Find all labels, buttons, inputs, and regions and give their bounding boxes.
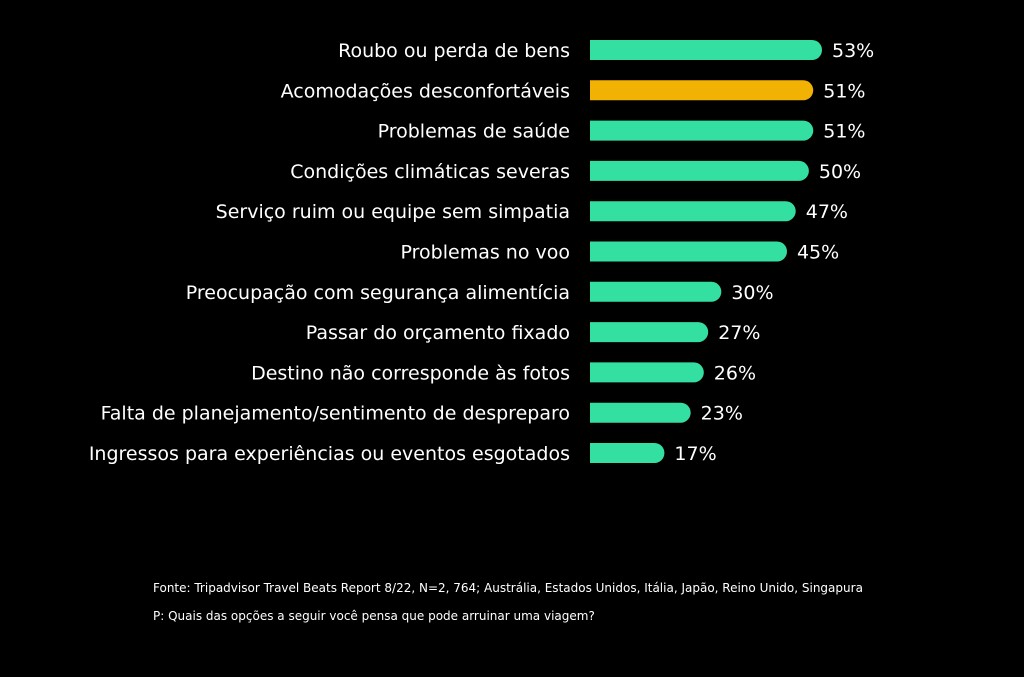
bar bbox=[590, 322, 709, 343]
category-label: Roubo ou perda de bens bbox=[338, 40, 570, 62]
category-label: Acomodações desconfortáveis bbox=[281, 80, 570, 102]
value-label: 45% bbox=[797, 242, 839, 264]
value-label: 47% bbox=[806, 201, 848, 223]
value-label: 23% bbox=[701, 403, 743, 425]
bar bbox=[590, 201, 796, 222]
category-label: Condições climáticas severas bbox=[290, 161, 570, 183]
source-note: Fonte: Tripadvisor Travel Beats Report 8… bbox=[153, 581, 863, 595]
value-label: 51% bbox=[823, 80, 865, 102]
value-label: 53% bbox=[832, 40, 874, 62]
category-label: Problemas de saúde bbox=[378, 121, 570, 143]
bar bbox=[590, 443, 665, 463]
bar-chart: Roubo ou perda de bens 53% Acomodações des… bbox=[89, 40, 874, 465]
value-label: 50% bbox=[819, 161, 861, 183]
category-label: Ingressos para experiências ou eventos e… bbox=[89, 443, 570, 465]
bar bbox=[590, 402, 691, 423]
bar bbox=[590, 120, 814, 141]
value-label: 27% bbox=[718, 322, 760, 344]
category-label: Preocupação com segurança alimentícia bbox=[186, 282, 570, 304]
category-label: Serviço ruim ou equipe sem simpatia bbox=[216, 201, 570, 223]
category-label: Passar do orçamento fixado bbox=[306, 322, 570, 344]
bar bbox=[590, 80, 814, 101]
value-label: 17% bbox=[674, 443, 716, 465]
value-label: 30% bbox=[731, 282, 773, 304]
category-label: Falta de planejamento/sentimento de desp… bbox=[101, 403, 570, 425]
bar bbox=[590, 362, 704, 383]
category-label: Destino não corresponde às fotos bbox=[251, 362, 570, 384]
bar bbox=[590, 281, 722, 302]
question-note: P: Quais das opções a seguir você pensa … bbox=[153, 609, 595, 623]
bar bbox=[590, 160, 809, 181]
bar bbox=[590, 40, 822, 60]
bar bbox=[590, 241, 787, 262]
value-label: 51% bbox=[823, 121, 865, 143]
value-label: 26% bbox=[714, 362, 756, 384]
category-label: Problemas no voo bbox=[401, 242, 570, 264]
